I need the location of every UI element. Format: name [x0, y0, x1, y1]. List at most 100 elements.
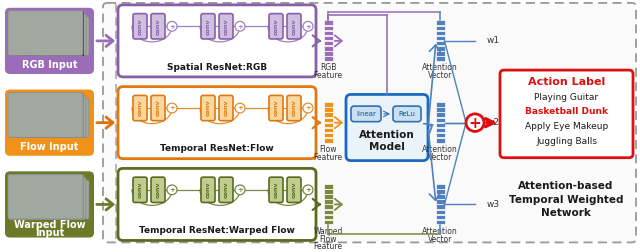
- Bar: [43, 179, 53, 199]
- FancyBboxPatch shape: [5, 8, 94, 74]
- FancyBboxPatch shape: [393, 106, 421, 122]
- Text: Attention: Attention: [422, 63, 458, 72]
- Text: conv: conv: [223, 181, 228, 198]
- Bar: [323, 123, 333, 127]
- Text: Vector: Vector: [428, 153, 452, 162]
- Bar: [435, 209, 445, 214]
- Text: Basketball Dunk: Basketball Dunk: [525, 107, 608, 116]
- FancyBboxPatch shape: [8, 92, 83, 137]
- FancyBboxPatch shape: [133, 14, 147, 39]
- Bar: [37, 12, 49, 56]
- Bar: [435, 51, 445, 56]
- Bar: [323, 128, 333, 132]
- Text: RGB Input: RGB Input: [22, 60, 77, 70]
- Text: Attention
Model: Attention Model: [359, 130, 415, 152]
- Text: conv: conv: [273, 100, 278, 116]
- FancyBboxPatch shape: [5, 89, 94, 156]
- Circle shape: [235, 21, 245, 31]
- Text: Feature: Feature: [314, 242, 342, 251]
- Text: ReLu: ReLu: [399, 111, 415, 117]
- Bar: [323, 209, 333, 214]
- FancyBboxPatch shape: [500, 70, 633, 158]
- FancyBboxPatch shape: [118, 5, 316, 77]
- Circle shape: [235, 103, 245, 113]
- Text: Warped: Warped: [314, 227, 342, 236]
- Circle shape: [167, 21, 177, 31]
- FancyBboxPatch shape: [201, 96, 215, 121]
- Bar: [435, 41, 445, 45]
- Bar: [323, 107, 333, 112]
- Text: +: +: [305, 105, 311, 111]
- Text: Temporal ResNet:Flow: Temporal ResNet:Flow: [160, 144, 274, 153]
- Text: Warped Flow: Warped Flow: [13, 220, 85, 230]
- Text: Flow: Flow: [319, 145, 337, 154]
- FancyBboxPatch shape: [346, 94, 428, 161]
- Text: conv: conv: [223, 18, 228, 35]
- Bar: [9, 12, 21, 56]
- Bar: [435, 107, 445, 112]
- Bar: [435, 133, 445, 137]
- Bar: [323, 215, 333, 219]
- Text: Juggling Balls: Juggling Balls: [536, 137, 597, 146]
- Bar: [323, 189, 333, 194]
- Bar: [435, 220, 445, 224]
- Text: conv: conv: [156, 100, 161, 116]
- FancyBboxPatch shape: [269, 96, 283, 121]
- Bar: [435, 189, 445, 194]
- Circle shape: [167, 103, 177, 113]
- Text: Playing Guitar: Playing Guitar: [534, 93, 598, 102]
- Text: conv: conv: [205, 100, 211, 116]
- Text: Action Label: Action Label: [528, 77, 605, 87]
- FancyBboxPatch shape: [11, 96, 86, 137]
- Bar: [9, 175, 84, 220]
- Circle shape: [303, 21, 313, 31]
- Bar: [43, 97, 53, 117]
- Text: conv: conv: [223, 100, 228, 116]
- Text: Vector: Vector: [428, 71, 452, 80]
- Text: conv: conv: [205, 181, 211, 198]
- Text: Vector: Vector: [428, 235, 452, 244]
- Bar: [435, 199, 445, 204]
- FancyBboxPatch shape: [8, 174, 83, 219]
- Bar: [323, 220, 333, 224]
- Text: +: +: [468, 116, 481, 131]
- Text: Attention: Attention: [422, 227, 458, 236]
- Text: +: +: [237, 105, 243, 111]
- Text: Feature: Feature: [314, 153, 342, 162]
- Text: conv: conv: [138, 18, 143, 35]
- Text: Temporal ResNet:Warped Flow: Temporal ResNet:Warped Flow: [139, 226, 295, 235]
- Bar: [9, 93, 84, 138]
- Bar: [323, 184, 333, 188]
- Bar: [435, 215, 445, 219]
- Bar: [323, 133, 333, 137]
- Text: conv: conv: [156, 18, 161, 35]
- Bar: [59, 97, 69, 117]
- Text: +: +: [305, 24, 311, 29]
- FancyBboxPatch shape: [201, 14, 215, 39]
- Bar: [435, 117, 445, 122]
- Bar: [323, 102, 333, 107]
- Text: Apply Eye Makeup: Apply Eye Makeup: [525, 122, 608, 131]
- FancyBboxPatch shape: [103, 3, 636, 242]
- FancyBboxPatch shape: [201, 177, 215, 202]
- FancyBboxPatch shape: [133, 96, 147, 121]
- Bar: [23, 12, 35, 56]
- Bar: [9, 12, 84, 56]
- FancyBboxPatch shape: [287, 96, 301, 121]
- Text: w3: w3: [487, 200, 500, 209]
- Bar: [435, 31, 445, 35]
- Text: +: +: [169, 24, 175, 29]
- Bar: [323, 46, 333, 50]
- Circle shape: [235, 185, 245, 195]
- Text: Feature: Feature: [314, 71, 342, 80]
- Text: +: +: [237, 24, 243, 29]
- FancyBboxPatch shape: [118, 168, 316, 240]
- FancyBboxPatch shape: [219, 14, 233, 39]
- FancyBboxPatch shape: [287, 14, 301, 39]
- FancyBboxPatch shape: [219, 177, 233, 202]
- FancyBboxPatch shape: [118, 87, 316, 159]
- Circle shape: [466, 114, 484, 131]
- Text: Spatial ResNet:RGB: Spatial ResNet:RGB: [167, 63, 267, 72]
- FancyBboxPatch shape: [8, 11, 83, 55]
- Bar: [11, 97, 21, 117]
